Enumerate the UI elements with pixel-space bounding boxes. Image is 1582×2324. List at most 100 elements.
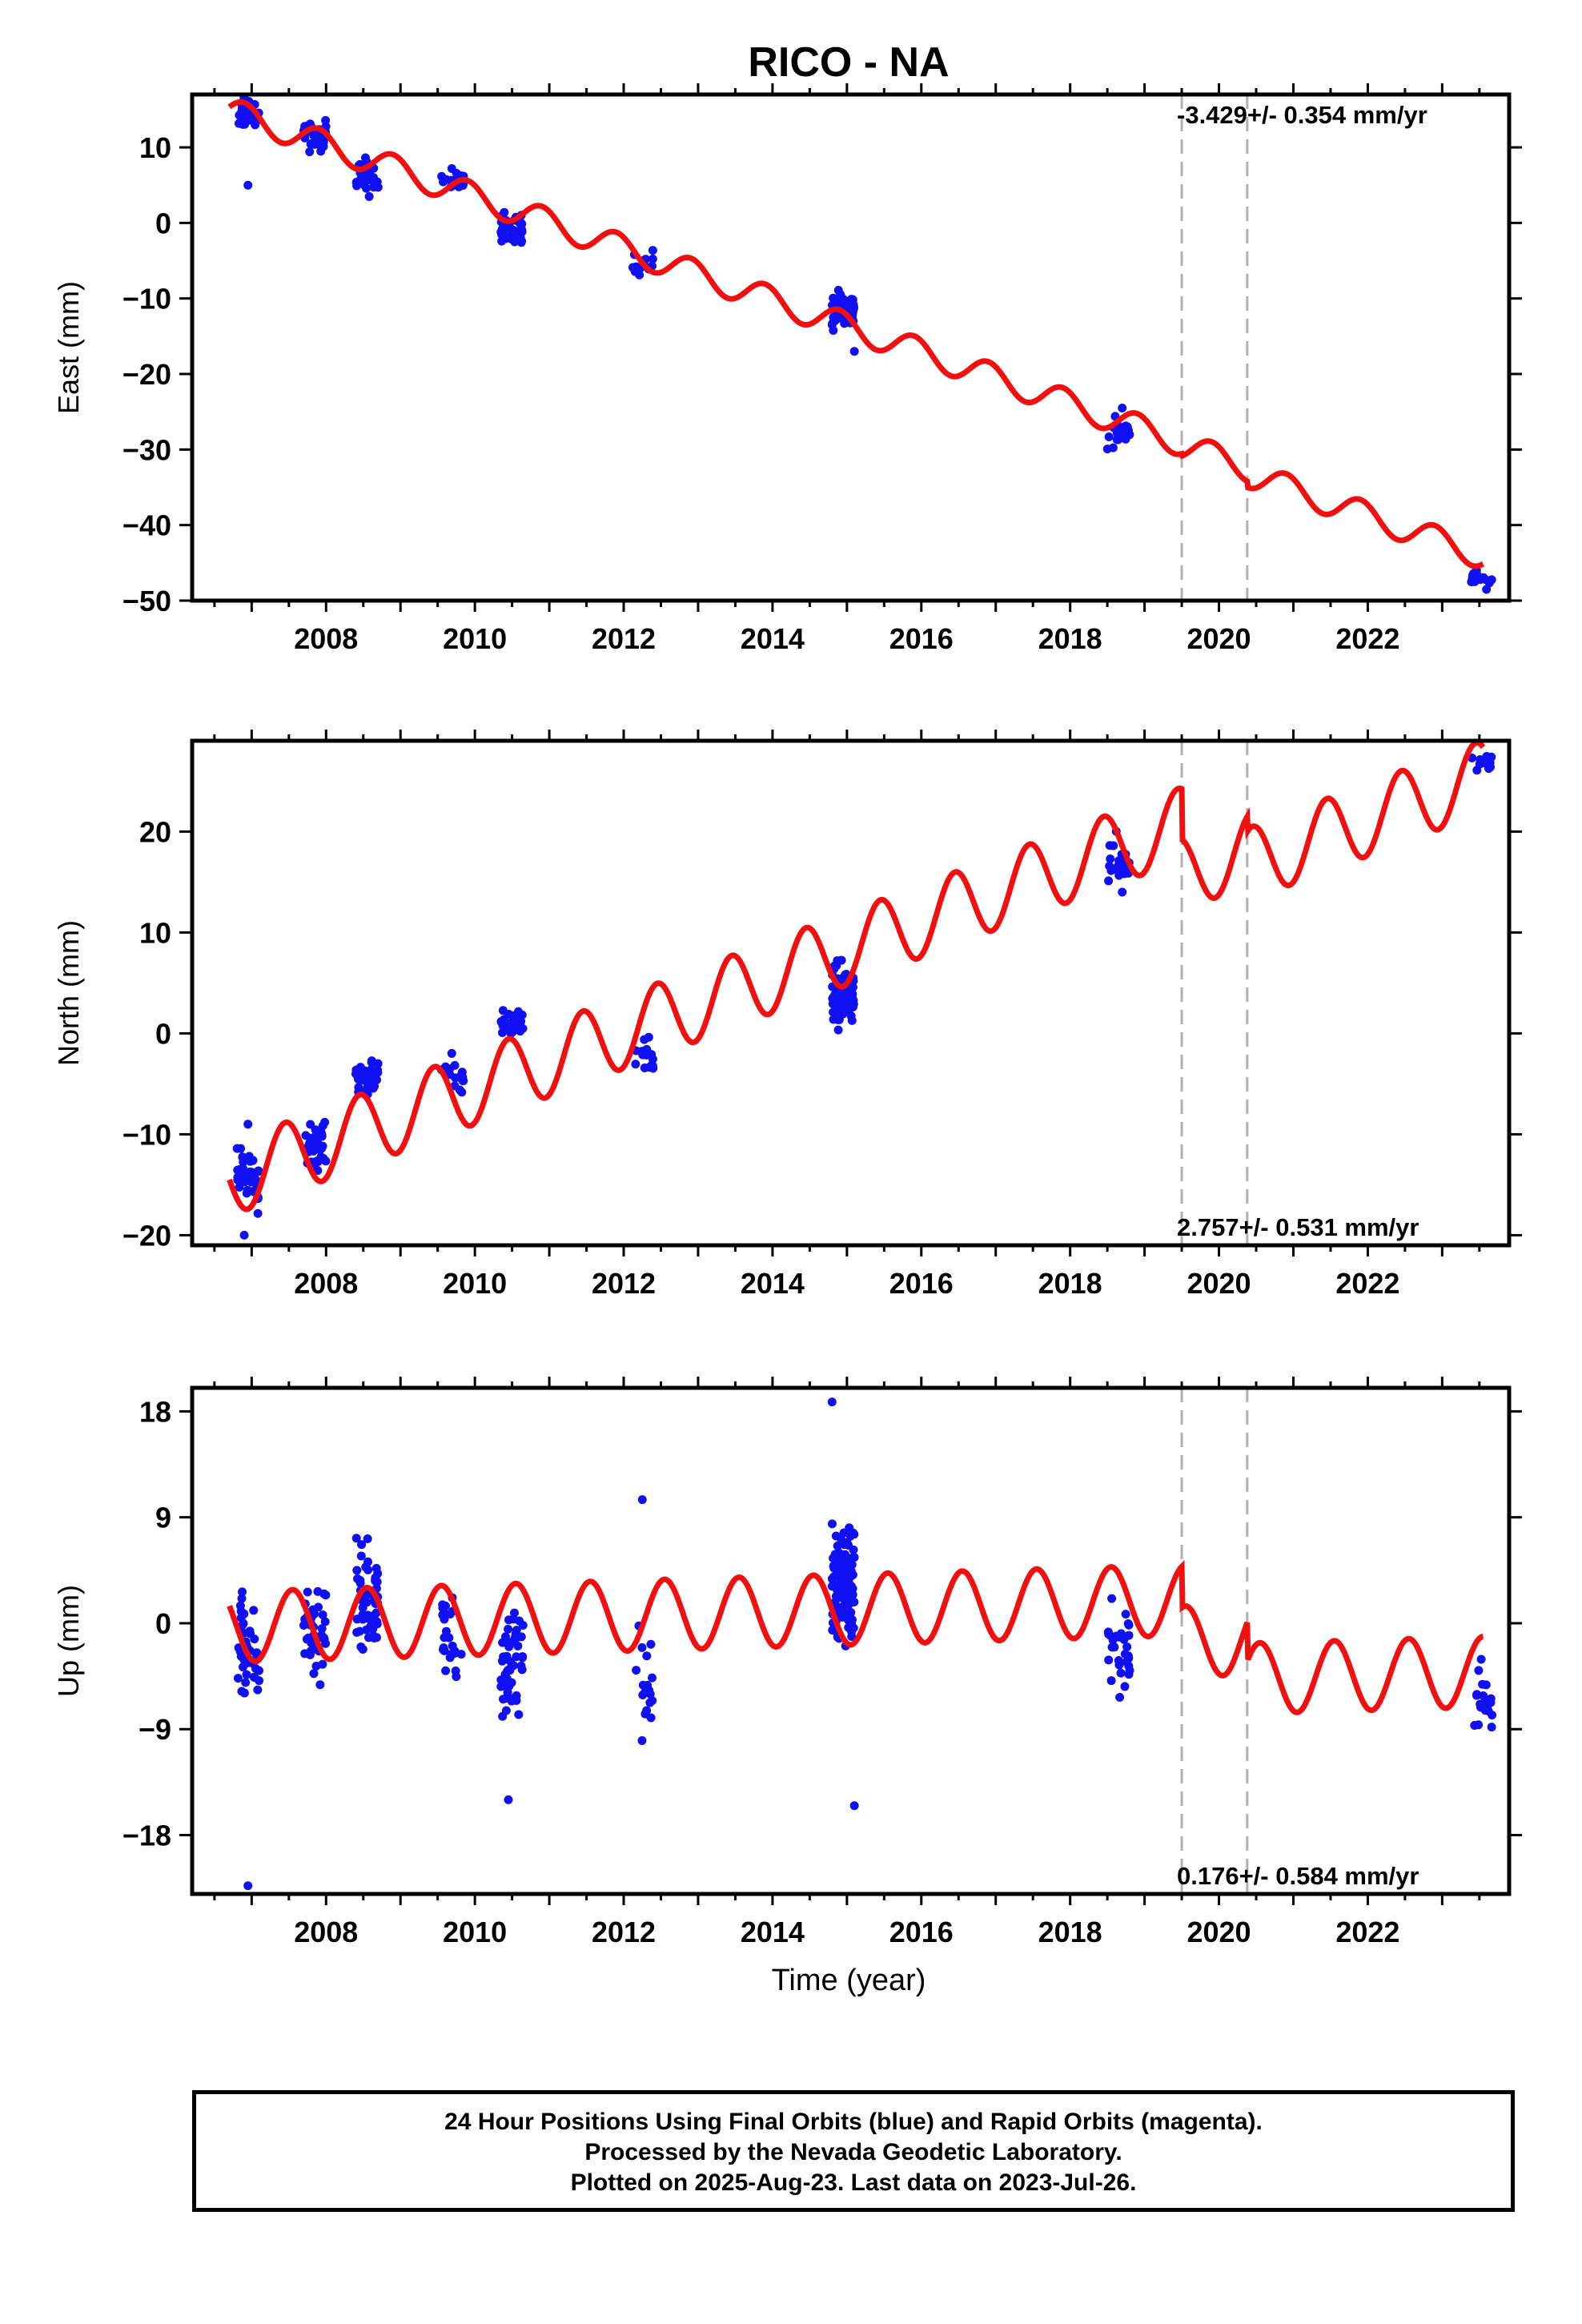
x-axis-label: Time (year) <box>772 1964 926 1997</box>
north-data-point <box>845 992 854 1002</box>
up-data-point <box>352 1627 362 1637</box>
up-data-point <box>847 1631 857 1641</box>
north-data-point <box>232 1144 242 1153</box>
east-data-point <box>1122 422 1132 432</box>
up-data-point <box>246 1629 255 1638</box>
up-data-point <box>849 1801 859 1811</box>
north-data-point <box>311 1139 321 1148</box>
up-data-point <box>305 1647 315 1657</box>
up-data-point <box>835 1610 845 1619</box>
up-data-point <box>849 1530 859 1539</box>
east-y-tick-label: −50 <box>122 585 171 617</box>
up-data-point <box>514 1710 524 1719</box>
north-data-point <box>238 1152 247 1162</box>
up-data-point <box>516 1632 526 1642</box>
up-data-point <box>450 1648 460 1658</box>
up-data-point <box>1479 1691 1488 1700</box>
north-rate-label: 2.757+/- 0.531 mm/yr <box>1177 1213 1419 1241</box>
up-data-point <box>508 1661 518 1671</box>
north-y-tick-label: −20 <box>122 1219 171 1252</box>
north-data-point <box>833 1015 842 1024</box>
east-panel: 2008 2010 2012 2014 2016 2018 2020 2022 10 0 −10 −2… <box>52 83 1522 655</box>
up-data-point <box>441 1666 451 1675</box>
up-data-point <box>238 1587 247 1597</box>
north-x-tick-label: 2014 <box>741 1267 805 1300</box>
up-data-point <box>504 1795 513 1804</box>
up-data-point <box>357 1540 367 1550</box>
east-data-point <box>321 115 331 125</box>
up-data-point <box>313 1586 323 1596</box>
north-data-point <box>355 1063 365 1072</box>
east-data-point <box>829 326 838 336</box>
up-data-point <box>303 1633 313 1642</box>
up-data-point <box>831 1531 841 1541</box>
up-data-point <box>315 1680 325 1690</box>
north-data-point <box>497 1028 507 1038</box>
east-rate-label: -3.429+/- 0.354 mm/yr <box>1177 101 1427 129</box>
north-data-point <box>368 1084 378 1093</box>
up-data-point <box>1481 1680 1491 1690</box>
up-x-tick-label: 2010 <box>443 1916 507 1948</box>
north-data-point <box>829 1007 838 1017</box>
up-data-point <box>848 1584 857 1594</box>
north-data-point <box>648 1061 657 1071</box>
up-data-point <box>517 1665 527 1675</box>
east-data-point <box>458 180 468 190</box>
up-data-point <box>351 1534 361 1543</box>
east-data-point <box>510 237 520 247</box>
north-data-point <box>1475 759 1484 769</box>
up-frame <box>190 1385 1512 1896</box>
north-data-point <box>313 1157 323 1167</box>
east-data-point <box>848 295 857 304</box>
up-data-point <box>1115 1692 1125 1702</box>
north-x-tick-label: 2008 <box>294 1267 358 1300</box>
east-data-point <box>373 183 383 192</box>
north-data-point <box>371 1075 381 1084</box>
east-y-tick-label: −30 <box>122 433 171 466</box>
east-y-tick-label: 0 <box>155 207 171 239</box>
up-data-point <box>642 1651 652 1661</box>
east-y-tick-label: −40 <box>122 509 171 542</box>
east-data-point <box>500 234 510 243</box>
up-x-tick-label: 2014 <box>741 1916 805 1948</box>
north-data-point <box>305 1144 315 1153</box>
up-data-point <box>833 1585 842 1594</box>
north-x-tick-label: 2022 <box>1335 1267 1399 1300</box>
up-data-point <box>1474 1666 1484 1675</box>
up-data-point <box>361 1562 371 1572</box>
up-data-point <box>252 1648 262 1658</box>
east-x-tick-label: 2014 <box>741 622 805 655</box>
east-data-points <box>234 94 1496 594</box>
up-data-point <box>1488 1711 1497 1720</box>
up-data-point <box>320 1617 330 1626</box>
up-data-point <box>498 1711 508 1721</box>
east-data-point <box>1115 430 1125 440</box>
east-x-tick-label: 2016 <box>889 622 954 655</box>
east-data-point <box>635 270 644 279</box>
up-data-point <box>637 1642 647 1652</box>
up-data-point <box>448 1641 457 1651</box>
up-data-point <box>513 1641 523 1651</box>
up-data-point <box>502 1681 512 1691</box>
north-data-point <box>253 1167 263 1176</box>
up-data-point <box>356 1642 366 1652</box>
up-data-point <box>518 1653 528 1663</box>
east-data-point <box>1468 573 1477 582</box>
up-data-point <box>1121 1610 1130 1619</box>
caption-box: 24 Hour Positions Using Final Orbits (bl… <box>192 2090 1515 2212</box>
east-data-point <box>305 147 315 157</box>
up-data-point <box>243 1881 253 1891</box>
up-data-point <box>1120 1682 1130 1691</box>
up-data-point <box>356 1551 366 1561</box>
north-data-point <box>642 1044 652 1054</box>
up-data-point <box>352 1566 362 1575</box>
north-data-point <box>1484 758 1493 767</box>
up-data-point <box>502 1651 512 1661</box>
north-data-point <box>849 1002 858 1011</box>
up-data-point <box>237 1594 247 1603</box>
north-data-point <box>508 1023 517 1033</box>
caption-line-2: Processed by the Nevada Geodetic Laborat… <box>584 2139 1122 2165</box>
up-x-tick-label: 2022 <box>1335 1916 1399 1948</box>
up-data-point <box>1106 1676 1116 1686</box>
up-data-point <box>504 1624 513 1634</box>
